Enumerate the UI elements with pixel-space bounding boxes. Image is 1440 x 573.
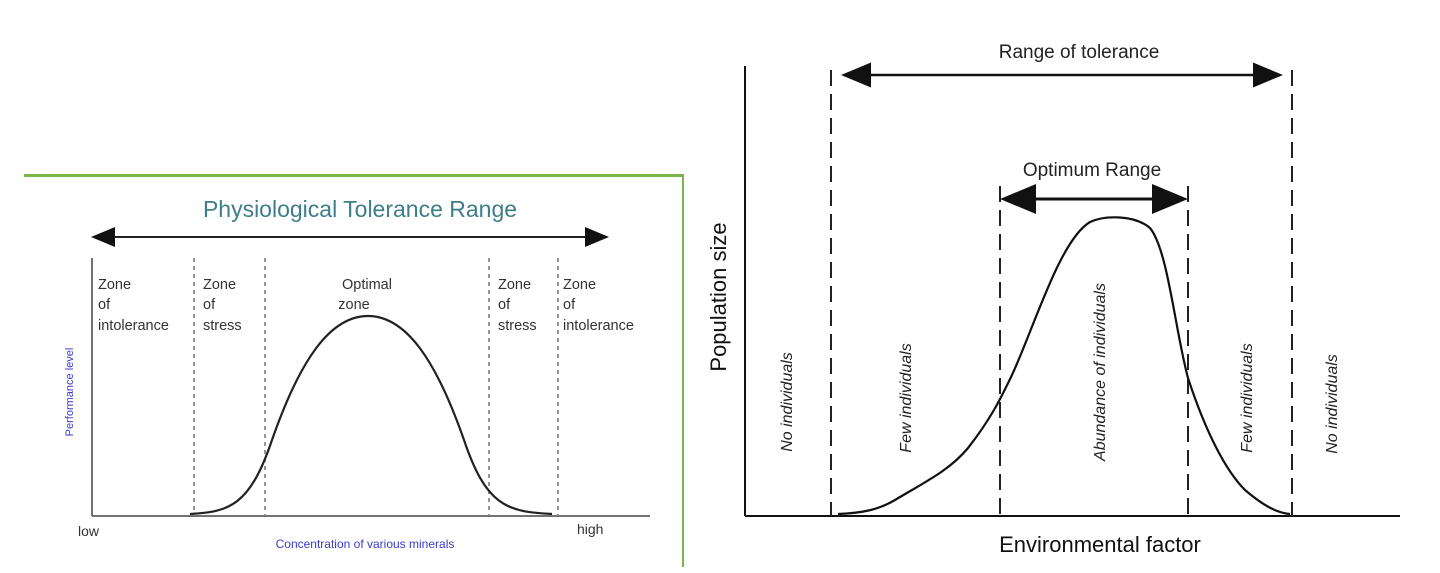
performance-curve [189,314,553,516]
right-y-label: Population size [706,222,731,371]
x-low-label: low [78,523,100,539]
left-x-label: Concentration of various minerals [276,537,455,551]
zone-label: Optimal zone [338,277,392,313]
svg-text:Zone: Zone [498,277,531,293]
svg-text:Zone: Zone [203,277,236,293]
svg-text:Zone: Zone [98,277,131,293]
left-panel-frame [24,174,684,567]
svg-text:of: of [98,297,111,313]
svg-text:Zone: Zone [563,277,596,293]
svg-text:zone: zone [338,297,369,313]
region-label: Abundance of individuals [1092,283,1109,462]
zone-label: Zone of intolerance [98,277,169,334]
zone-label: Zone of intolerance [563,277,634,334]
right-diagram: Range of tolerance Optimum Range No indi… [706,42,1400,557]
svg-text:of: of [203,297,216,313]
region-label: Few individuals [1239,343,1256,452]
right-x-label: Environmental factor [999,532,1201,557]
svg-text:stress: stress [203,318,242,334]
left-y-label: Performance level [64,348,76,437]
range-of-tolerance-label: Range of tolerance [999,42,1160,63]
zone-label: Zone of stress [498,277,537,334]
population-curve [837,216,1291,516]
left-diagram: Physiological Tolerance Range Zone of in… [64,196,650,551]
zone-label: Zone of stress [203,277,242,334]
left-title: Physiological Tolerance Range [203,196,517,222]
optimum-range-label: Optimum Range [1023,160,1161,181]
svg-text:Optimal: Optimal [342,277,392,293]
svg-text:intolerance: intolerance [563,318,634,334]
x-high-label: high [577,521,603,537]
svg-text:intolerance: intolerance [98,318,169,334]
region-label: No individuals [1324,354,1341,454]
region-label: Few individuals [898,343,915,452]
svg-text:of: of [498,297,511,313]
svg-text:stress: stress [498,318,537,334]
svg-text:of: of [563,297,576,313]
region-label: No individuals [779,352,796,452]
